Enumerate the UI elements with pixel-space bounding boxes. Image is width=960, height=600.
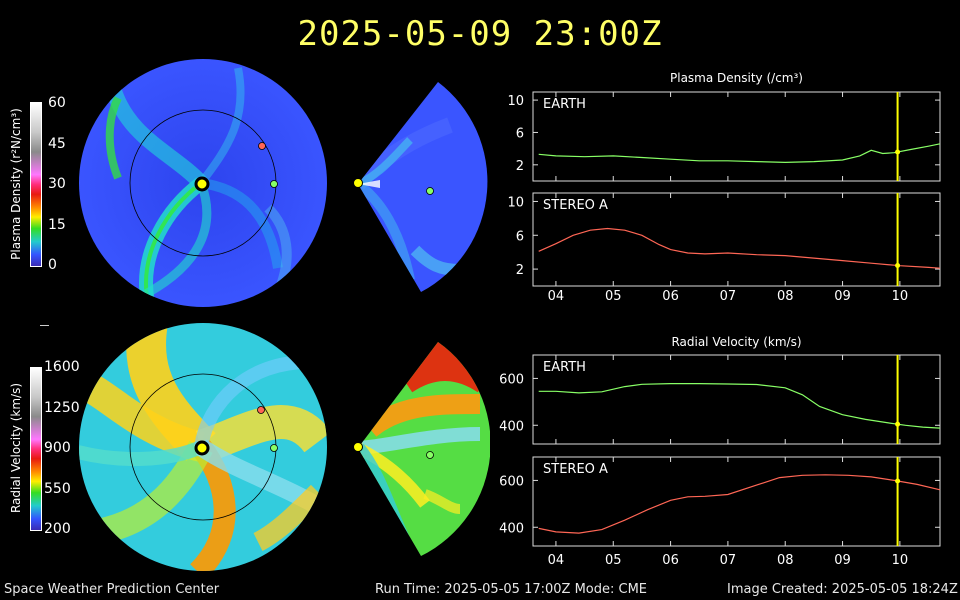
velocity-tick: 550	[44, 481, 71, 497]
velocity-wedge-plot	[353, 342, 490, 556]
x-tick-label: 05	[605, 289, 622, 304]
y-tick-label: 400	[499, 521, 524, 536]
density-tick: 60	[48, 95, 66, 111]
x-tick-label: 08	[777, 553, 794, 568]
earth-marker	[270, 180, 278, 188]
velocity-colorbar	[30, 367, 42, 531]
x-tick-label: 09	[834, 553, 851, 568]
panel-label: EARTH	[543, 360, 586, 375]
page-title: 2025-05-09 23:00Z	[297, 14, 663, 54]
stereo-a-marker	[257, 406, 265, 414]
y-tick-label: 6	[516, 229, 524, 244]
series-line	[538, 227, 941, 269]
x-tick-label: 05	[605, 553, 622, 568]
current-value-marker	[895, 263, 901, 269]
sun-marker	[194, 440, 210, 456]
density-tick: 45	[48, 136, 66, 152]
series-line	[538, 474, 941, 534]
x-tick-label: 04	[548, 289, 565, 304]
earth-marker	[426, 451, 434, 459]
x-tick-label: 04	[548, 553, 565, 568]
panel-label: EARTH	[543, 97, 586, 112]
earth-marker	[426, 187, 434, 195]
velocity-tick: 900	[44, 440, 71, 456]
velocity-tick: 1600	[44, 359, 80, 375]
x-tick-label: 10	[892, 553, 909, 568]
current-value-marker	[895, 478, 901, 484]
x-tick-label: 07	[720, 289, 737, 304]
y-tick-label: 400	[499, 419, 524, 434]
current-value-marker	[895, 149, 901, 155]
y-tick-label: 600	[499, 372, 524, 387]
current-value-marker	[895, 421, 901, 427]
panel-label: STEREO A	[543, 198, 608, 213]
panel-frame	[532, 456, 941, 547]
density-tick: 15	[48, 217, 66, 233]
density-disc-markers	[194, 142, 278, 192]
chart-title: Radial Velocity (km/s)	[671, 335, 801, 349]
sun-marker	[353, 178, 363, 188]
footer-image-created: Image Created: 2025-05-05 18:24Z	[727, 582, 958, 597]
earth-marker	[270, 444, 278, 452]
footer-credit: Space Weather Prediction Center	[4, 582, 220, 597]
panel-frame	[532, 91, 941, 182]
velocity-tick: 200	[44, 521, 71, 537]
y-tick-label: 2	[516, 159, 524, 174]
series-line	[538, 383, 941, 429]
panel-frame	[532, 354, 941, 445]
x-tick-label: 07	[720, 553, 737, 568]
panel-frame	[532, 192, 941, 287]
x-tick-label: 08	[777, 289, 794, 304]
y-tick-label: 600	[499, 474, 524, 489]
x-tick-label: 06	[662, 289, 679, 304]
stereo-a-marker	[258, 142, 266, 150]
x-tick-label: 06	[662, 553, 679, 568]
y-tick-label: 2	[516, 263, 524, 278]
y-tick-label: 10	[507, 94, 524, 109]
density-colorbar	[30, 102, 42, 267]
x-tick-label: 09	[834, 289, 851, 304]
velocity-tick: 1250	[44, 400, 80, 416]
footer-run-time: Run Time: 2025-05-05 17:00Z Mode: CME	[375, 582, 648, 597]
density-tick: 0	[48, 257, 57, 273]
chart-title: Plasma Density (/cm³)	[670, 71, 803, 85]
density-wedge-plot	[353, 82, 488, 292]
series-line	[538, 143, 941, 164]
sun-marker	[353, 442, 363, 452]
density-tick: 30	[48, 176, 66, 192]
panel-label: STEREO A	[543, 462, 608, 477]
x-tick-label: 10	[892, 289, 909, 304]
sun-marker	[194, 176, 210, 192]
y-tick-label: 10	[507, 195, 524, 210]
separator-dash	[40, 325, 49, 326]
y-tick-label: 6	[516, 126, 524, 141]
velocity-disc-plot	[79, 323, 327, 571]
